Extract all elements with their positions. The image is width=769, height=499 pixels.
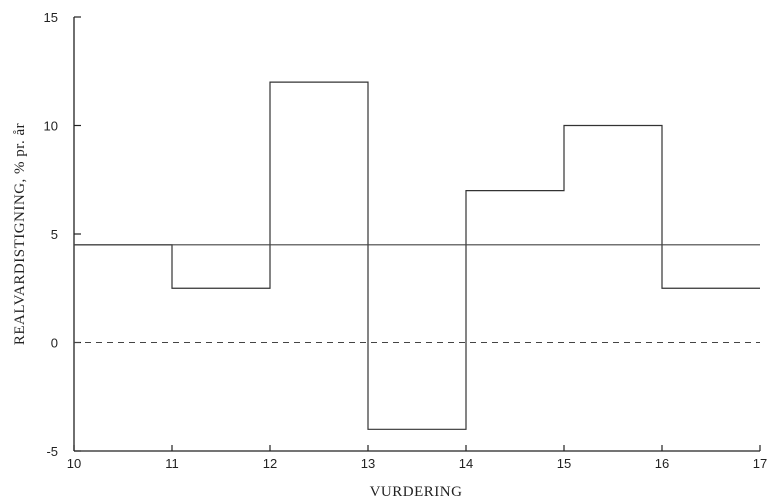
y-axis-title: REALVARDISTIGNING, % pr. år: [12, 123, 28, 345]
x-tick-label: 14: [459, 456, 473, 471]
x-tick-label: 12: [263, 456, 277, 471]
y-tick-label: -5: [46, 444, 58, 459]
x-tick-label: 17: [753, 456, 767, 471]
x-axis-title: VURDERING: [370, 484, 463, 499]
y-tick-label: 5: [51, 227, 58, 242]
x-tick-label: 11: [165, 456, 179, 471]
x-tick-label: 15: [557, 456, 571, 471]
x-tick-label: 13: [361, 456, 375, 471]
y-tick-label: 15: [44, 10, 58, 25]
y-tick-label: 10: [44, 119, 58, 134]
x-tick-label: 16: [655, 456, 669, 471]
x-tick-label: 10: [67, 456, 81, 471]
y-tick-label: 0: [51, 336, 58, 351]
step-series-line: [74, 81, 760, 430]
plot-area: -5 0 5 10 15 10 11 12 13 14 15 16 17: [44, 10, 768, 471]
